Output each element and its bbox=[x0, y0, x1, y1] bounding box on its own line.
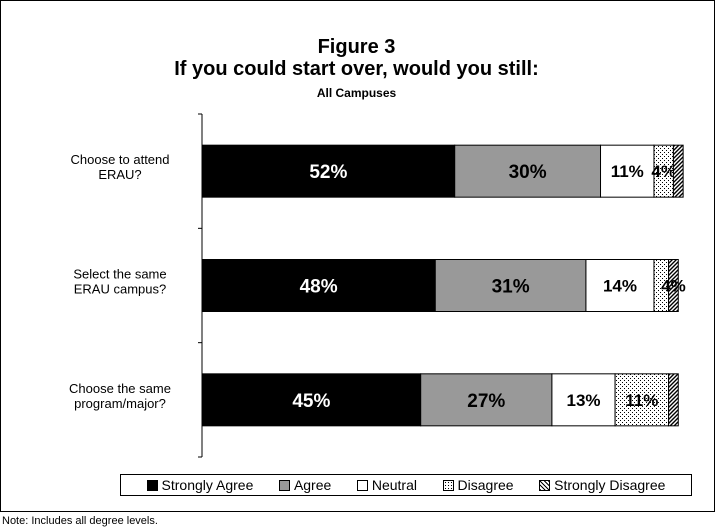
legend-label: Strongly Agree bbox=[161, 477, 254, 493]
bar-segment bbox=[668, 259, 679, 312]
category-label: ERAU? bbox=[98, 167, 141, 182]
chart-title: Figure 3 bbox=[317, 36, 396, 58]
legend-item: Disagree bbox=[442, 477, 514, 493]
legend-item: Strongly Disagree bbox=[539, 477, 665, 493]
chart-frame bbox=[0, 0, 715, 512]
bar-segment bbox=[672, 144, 684, 198]
chart-legend: Strongly Agree Agree Neutral Disagree Strong… bbox=[120, 474, 692, 496]
data-label: 14% bbox=[603, 277, 637, 296]
data-label: 48% bbox=[300, 277, 338, 298]
chart-subtitle: If you could start over, would you still… bbox=[174, 58, 539, 80]
data-label: 13% bbox=[566, 391, 600, 410]
bar-segment bbox=[201, 259, 436, 312]
data-label: 4% bbox=[651, 162, 676, 181]
bar-segment bbox=[614, 373, 670, 427]
legend-item: Strongly Agree bbox=[146, 477, 254, 493]
bar-segment bbox=[454, 144, 602, 198]
legend-item: Agree bbox=[278, 477, 332, 493]
legend-label: Agree bbox=[293, 477, 332, 493]
data-label: 11% bbox=[625, 391, 658, 410]
chart-subtitle-campuses: All Campuses bbox=[316, 86, 397, 100]
data-label: 11% bbox=[611, 162, 644, 181]
data-label: 4% bbox=[661, 277, 686, 296]
category-label: Choose to attend bbox=[70, 152, 169, 167]
bar-segment bbox=[201, 373, 422, 427]
category-label: ERAU campus? bbox=[74, 282, 166, 297]
data-label: 52% bbox=[309, 162, 347, 183]
bar-segment bbox=[201, 144, 456, 198]
bar-segment bbox=[600, 144, 655, 198]
data-label: 45% bbox=[292, 391, 330, 412]
legend-label: Neutral bbox=[371, 477, 417, 493]
legend-swatch bbox=[442, 479, 454, 491]
legend-swatch bbox=[356, 479, 368, 491]
bar-segment bbox=[585, 259, 655, 312]
category-label: Select the same bbox=[73, 267, 166, 282]
bar-segment bbox=[668, 373, 679, 427]
data-label: 30% bbox=[509, 162, 547, 183]
legend-swatch bbox=[278, 479, 290, 491]
category-label: program/major? bbox=[74, 396, 166, 411]
footnote: Note: Includes all degree levels. bbox=[2, 515, 158, 527]
legend-label: Strongly Disagree bbox=[554, 477, 666, 493]
legend-swatch bbox=[146, 479, 158, 491]
bar-segment bbox=[434, 259, 587, 312]
data-label: 31% bbox=[492, 277, 530, 298]
data-label: 27% bbox=[467, 391, 505, 412]
bar-segment bbox=[420, 373, 553, 427]
legend-label: Disagree bbox=[457, 477, 514, 493]
legend-item: Neutral bbox=[356, 477, 417, 493]
category-label: Choose the same bbox=[69, 381, 171, 396]
legend-swatch bbox=[539, 479, 551, 491]
